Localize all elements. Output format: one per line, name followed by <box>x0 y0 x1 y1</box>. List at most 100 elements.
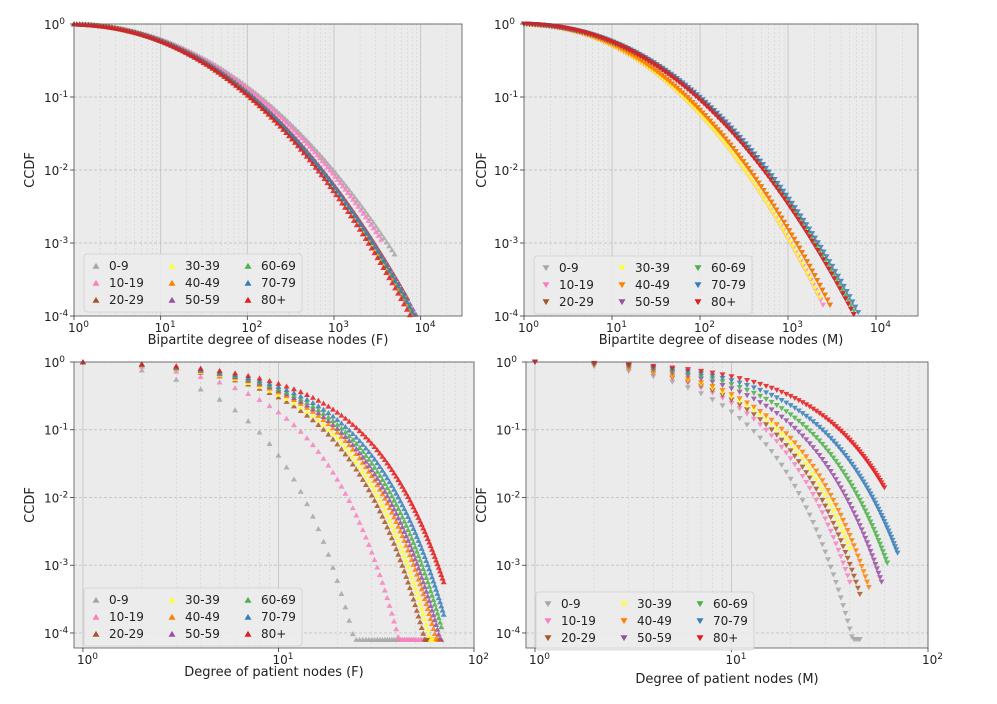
data-point <box>391 514 398 520</box>
data-point <box>803 479 810 486</box>
plot-frame <box>73 361 475 649</box>
data-point <box>406 568 413 574</box>
data-point <box>778 444 785 450</box>
data-point <box>304 396 311 402</box>
data-point <box>757 422 764 428</box>
legend-label: 0-9 <box>109 593 129 607</box>
data-point <box>737 162 744 168</box>
data-point <box>371 250 378 256</box>
data-point <box>339 200 346 206</box>
data-point <box>832 526 839 532</box>
data-point <box>275 380 282 386</box>
data-point <box>750 416 757 422</box>
data-point <box>431 617 438 623</box>
data-point <box>319 158 326 164</box>
data-point <box>245 418 252 424</box>
data-point <box>709 376 716 382</box>
data-point <box>810 431 817 437</box>
data-point <box>368 460 375 466</box>
data-point <box>773 184 780 190</box>
data-point <box>780 188 787 194</box>
data-point <box>725 145 732 152</box>
data-point <box>728 149 735 155</box>
data-point <box>867 519 874 525</box>
data-point <box>399 483 406 489</box>
data-point <box>330 187 337 194</box>
data-point <box>826 259 833 265</box>
data-point <box>329 436 336 442</box>
data-point <box>379 513 386 519</box>
data-point <box>852 304 859 310</box>
data-point <box>325 426 332 432</box>
data-point <box>830 497 837 503</box>
data-point <box>283 129 290 135</box>
data-point <box>435 615 442 621</box>
data-point <box>846 479 853 485</box>
data-point <box>418 574 425 580</box>
data-point <box>768 427 775 433</box>
data-point <box>397 510 404 516</box>
data-point <box>297 488 304 494</box>
legend-marker <box>618 299 626 306</box>
data-point <box>410 579 417 585</box>
data-point <box>412 544 419 550</box>
y-tick-label: 10-4 <box>494 309 519 324</box>
data-point <box>750 390 757 396</box>
data-point <box>810 463 817 469</box>
series-70-79 <box>79 359 447 617</box>
data-point <box>806 263 813 269</box>
data-point <box>733 155 740 161</box>
data-point <box>329 406 336 412</box>
data-point <box>379 467 386 473</box>
data-point <box>740 165 747 171</box>
data-point <box>426 610 433 617</box>
data-point <box>241 89 248 96</box>
data-point <box>864 485 871 491</box>
data-point <box>290 390 297 396</box>
data-point <box>826 302 833 308</box>
data-point <box>795 408 802 414</box>
data-point <box>728 129 735 135</box>
data-point <box>745 148 752 155</box>
data-point <box>406 304 413 310</box>
series-10-19 <box>79 359 427 642</box>
data-point <box>719 388 726 394</box>
data-point <box>365 437 372 443</box>
data-point <box>840 603 847 609</box>
data-point <box>797 213 804 219</box>
data-point <box>405 513 412 519</box>
data-point <box>869 494 876 500</box>
data-point <box>359 441 366 447</box>
data-point <box>773 439 780 445</box>
data-point <box>268 114 275 120</box>
data-point <box>424 593 431 599</box>
data-point <box>637 53 644 59</box>
data-point <box>820 249 827 255</box>
data-point <box>698 380 705 386</box>
data-point <box>401 568 408 574</box>
data-point <box>763 422 770 428</box>
data-point <box>388 535 395 541</box>
data-point <box>783 391 790 397</box>
data-point <box>860 531 867 537</box>
data-point <box>787 422 794 428</box>
data-point <box>405 527 412 533</box>
legend-marker <box>694 265 702 272</box>
data-point <box>844 540 851 547</box>
data-point <box>338 440 345 446</box>
data-point <box>365 541 372 547</box>
data-point <box>185 51 192 57</box>
legend-marker <box>694 282 702 289</box>
data-point <box>792 212 799 218</box>
data-point <box>665 71 672 77</box>
data-point <box>763 417 770 423</box>
legend-marker <box>244 630 252 637</box>
data-point <box>878 579 885 585</box>
data-point <box>275 409 282 415</box>
legend-marker <box>618 282 626 289</box>
data-point <box>359 468 366 474</box>
data-point <box>309 160 316 166</box>
data-point <box>842 453 849 459</box>
data-point <box>356 438 363 444</box>
